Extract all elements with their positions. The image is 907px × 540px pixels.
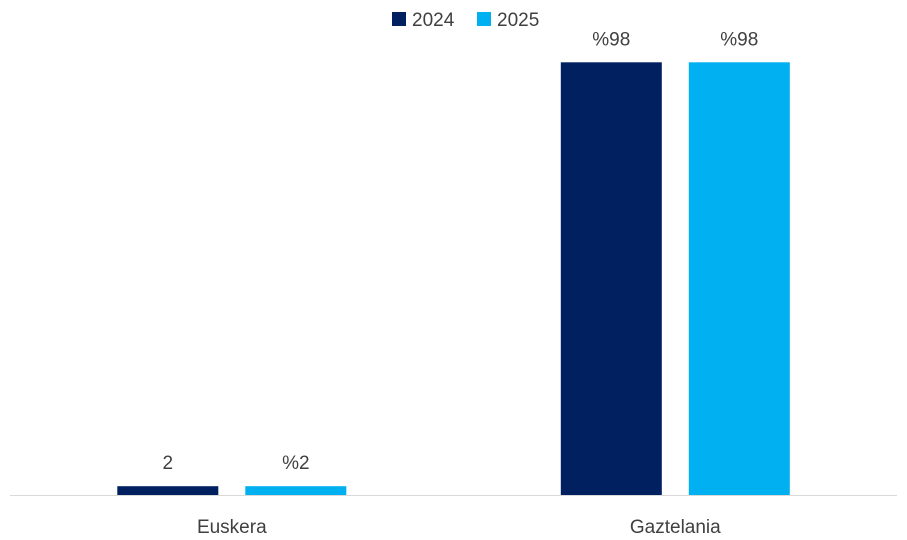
category-label-gaztelania: Gaztelania — [630, 517, 721, 538]
legend-label-2025: 2025 — [497, 10, 539, 31]
bar-gaztelania-2024 — [560, 62, 662, 496]
legend-swatch-2025 — [477, 12, 491, 26]
legend-label-2024: 2024 — [412, 10, 455, 31]
legend-swatch-2024 — [392, 12, 406, 26]
bar-euskera-2025 — [245, 486, 347, 495]
bars — [117, 62, 790, 496]
data-labels: 2 %2 %98 %98 — [163, 29, 759, 474]
data-label-euskera-2024: 2 — [163, 453, 174, 474]
data-label-gaztelania-2024: %98 — [592, 29, 630, 50]
category-label-euskera: Euskera — [197, 517, 267, 538]
category-labels: Euskera Gaztelania — [197, 517, 721, 538]
legend: 2024 2025 — [392, 10, 539, 31]
bar-gaztelania-2025 — [688, 62, 790, 496]
bar-euskera-2024 — [117, 486, 219, 495]
data-label-euskera-2025: %2 — [282, 453, 309, 474]
data-label-gaztelania-2025: %98 — [720, 29, 758, 50]
